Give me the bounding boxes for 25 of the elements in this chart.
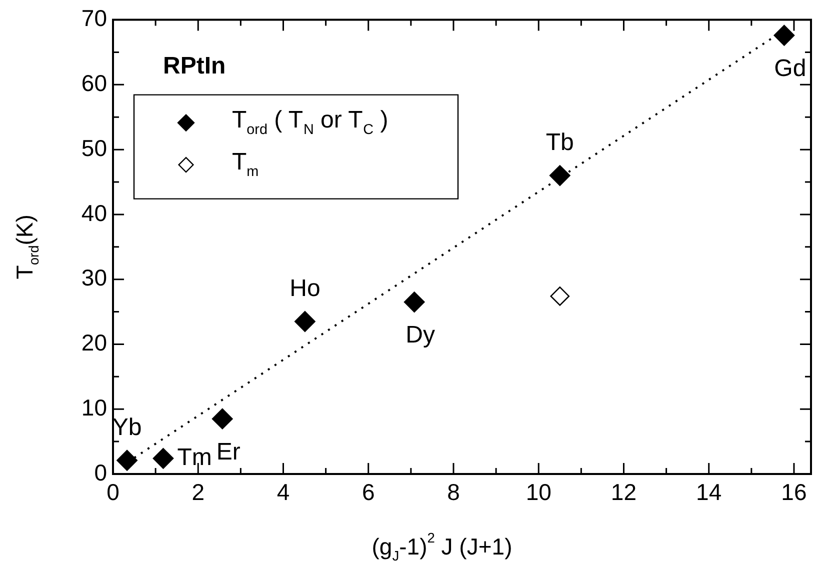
x-tick-label: 10 [526, 479, 552, 506]
x-tick-label: 16 [781, 479, 807, 506]
annotation: Tm [177, 444, 212, 472]
x-tick-label: 8 [447, 479, 460, 506]
y-tick-label: 40 [81, 200, 107, 226]
x-tick-label: 14 [696, 479, 722, 506]
x-tick-label: 4 [276, 479, 290, 506]
annotation: Er [216, 438, 240, 466]
y-tick-label: 60 [81, 70, 107, 96]
text: RPtIn [163, 52, 226, 80]
annotation: Ho [290, 275, 320, 302]
x-tick-label: 2 [192, 479, 205, 506]
y-tick-label: 30 [81, 264, 107, 291]
annotation: Tb [546, 129, 574, 156]
annotation: Dy [406, 322, 436, 349]
y-tick-label: 50 [81, 134, 107, 161]
y-tick-label: 10 [81, 394, 107, 420]
y-tick-label: 0 [94, 459, 107, 486]
y-tick-label: 70 [81, 5, 107, 32]
y-tick-label: 20 [81, 330, 107, 356]
x-tick-label: 12 [610, 479, 637, 506]
annotation: Yb [112, 414, 142, 441]
annotation: Gd [774, 55, 806, 82]
y-axis-title: Tord(K) [11, 214, 42, 280]
x-tick-label: 6 [362, 479, 375, 506]
